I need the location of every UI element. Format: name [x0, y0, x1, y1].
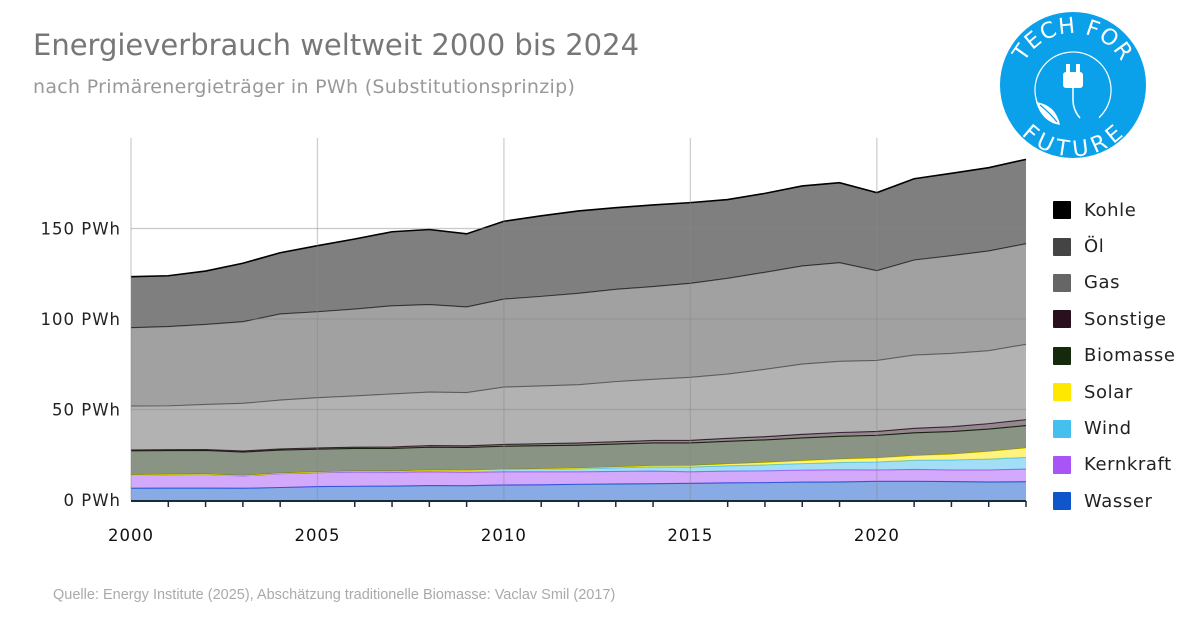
legend-swatch [1053, 383, 1071, 402]
legend-item: Wind [1053, 410, 1176, 446]
legend-label: Kernkraft [1084, 454, 1172, 476]
legend-label: Öl [1084, 236, 1105, 258]
legend-swatch [1053, 455, 1071, 474]
legend-swatch [1053, 273, 1071, 292]
y-tick-label: 100 PWh [41, 310, 121, 329]
area-sonstige [131, 419, 1026, 453]
x-tick-label: 2010 [481, 526, 527, 545]
legend-item: Kernkraft [1053, 447, 1176, 483]
legend-swatch [1053, 346, 1071, 365]
tech-for-future-logo: TECH FOR FUTURE [1000, 12, 1146, 160]
x-tick-label: 2015 [667, 526, 713, 545]
legend-swatch [1053, 419, 1071, 438]
legend-label: Sonstige [1084, 308, 1167, 330]
legend-swatch [1053, 310, 1071, 329]
x-tick-label: 2020 [854, 526, 900, 545]
legend-item: Solar [1053, 374, 1176, 410]
y-tick-label: 150 PWh [41, 220, 121, 239]
legend-swatch [1053, 492, 1071, 511]
legend-label: Biomasse [1084, 345, 1176, 367]
legend-swatch [1053, 201, 1071, 220]
area-oel [131, 243, 1026, 407]
area-wasser [131, 481, 1026, 500]
legend-label: Wasser [1084, 490, 1153, 512]
legend-item: Öl [1053, 228, 1176, 264]
legend-item: Biomasse [1053, 338, 1176, 374]
source-note: Quelle: Energy Institute (2025), Abschät… [53, 587, 616, 603]
x-tick-label: 2005 [294, 526, 340, 545]
y-tick-label: 0 PWh [64, 491, 121, 510]
legend-item: Gas [1053, 265, 1176, 301]
area-kohle [131, 159, 1026, 328]
chart-subtitle: nach Primärenergieträger in PWh (Substit… [33, 76, 576, 98]
chart-title: Energieverbrauch weltweit 2000 bis 2024 [33, 28, 640, 62]
legend-item: Wasser [1053, 483, 1176, 519]
plug-leaf-icon [1034, 51, 1112, 129]
legend-label: Solar [1084, 381, 1133, 403]
legend-label: Wind [1084, 418, 1132, 440]
legend-swatch [1053, 237, 1071, 256]
y-tick-label: 50 PWh [52, 401, 121, 420]
line-kohle [130, 158, 1027, 278]
area-gas [131, 344, 1026, 451]
legend-label: Gas [1084, 272, 1121, 294]
legend: Kohle Öl Gas Sonstige Biomasse Solar Wind Kernk… [1053, 192, 1176, 520]
legend-label: Kohle [1084, 199, 1137, 221]
area-solar [131, 448, 1026, 476]
x-tick-label: 2000 [108, 526, 154, 545]
legend-item: Sonstige [1053, 301, 1176, 337]
legend-item: Kohle [1053, 192, 1176, 228]
area-kernkraft [131, 469, 1026, 489]
